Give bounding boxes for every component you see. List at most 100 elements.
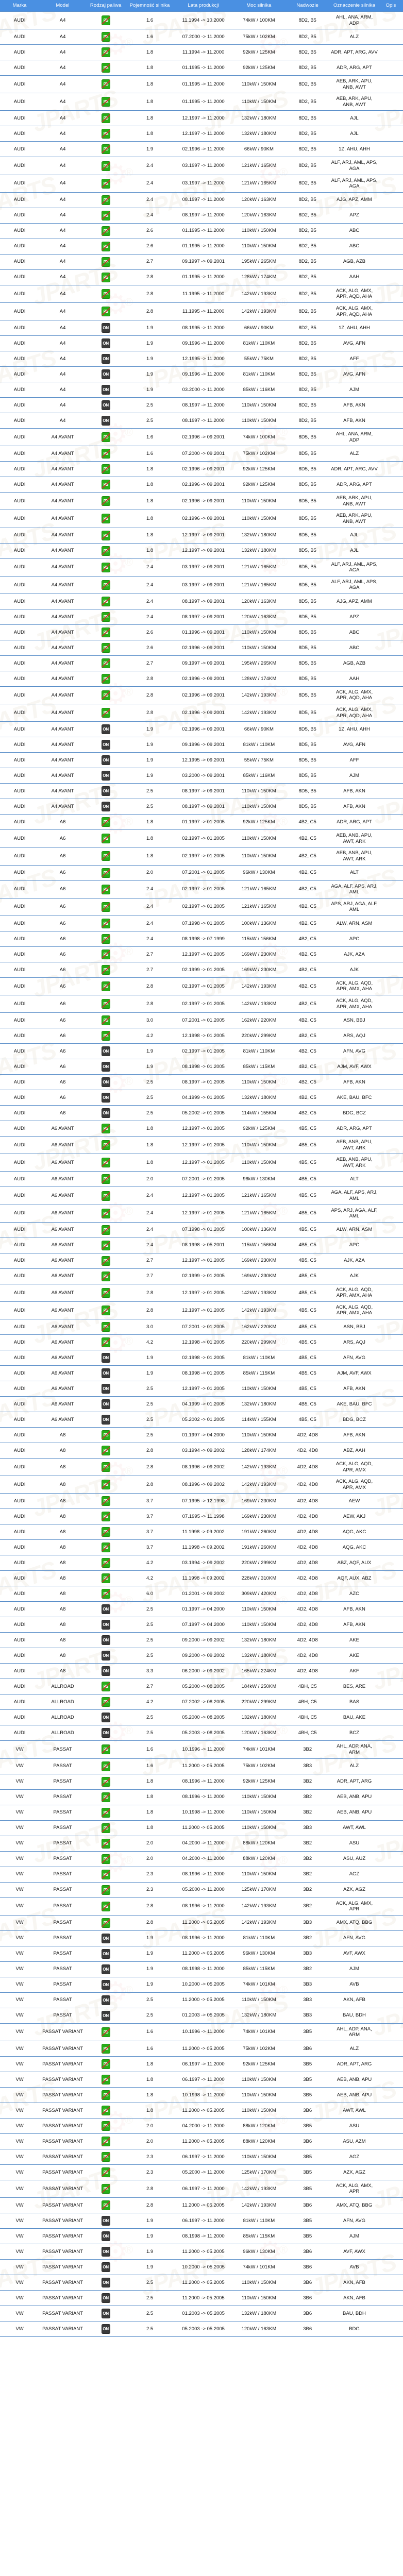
cell-pojemnosc: 2.7	[125, 946, 174, 962]
cell-lata-produkcji: 07.2000 -> 09.2001	[174, 446, 233, 462]
cell-lata-produkcji: 12.1997 -> 01.2005	[174, 1381, 233, 1397]
cell-moc-silnika: 169kW / 230KM	[232, 1493, 286, 1510]
cell-moc-silnika: 142kW / 193KM	[232, 1283, 286, 1302]
cell-marka: AUDI	[0, 994, 40, 1013]
cell-oznaczenie-silnika: AZC	[330, 1586, 379, 1602]
cell-moc-silnika: 142kW / 193KM	[232, 2179, 286, 2198]
column-header-nadwozie[interactable]: Nadwozie	[285, 0, 330, 12]
cell-oznaczenie-silnika: ADR, ARG, APT	[330, 1121, 379, 1137]
petrol-no-diesel-icon: PB	[101, 1589, 110, 1599]
cell-pojemnosc: 2.5	[125, 2275, 174, 2291]
column-header-model[interactable]: Model	[39, 0, 86, 12]
cell-pojemnosc: 2.5	[125, 1427, 174, 1444]
petrol-no-diesel-icon: PB	[101, 1287, 110, 1298]
cell-model: ALLROAD	[39, 1709, 86, 1726]
cell-nadwozie: 4B5, C5	[285, 1319, 330, 1335]
cell-nadwozie: 4B5, C5	[285, 1283, 330, 1302]
cell-moc-silnika: 121kW / 165KM	[232, 897, 286, 916]
cell-oznaczenie-silnika: AJL	[330, 110, 379, 127]
cell-opis	[378, 1476, 403, 1494]
cell-rodzaj-paliwa: PB	[86, 44, 126, 61]
cell-oznaczenie-silnika: ARS, AQJ	[330, 1334, 379, 1351]
cell-lata-produkcji: 05.2002 -> 01.2005	[174, 1105, 233, 1122]
petrol-no-diesel-icon: PB	[101, 1480, 110, 1490]
cell-nadwozie: 3B2	[285, 1961, 330, 1977]
cell-opis	[378, 2164, 403, 2180]
cell-nadwozie: 3B3	[285, 1914, 330, 1931]
cell-rodzaj-paliwa: PB	[86, 2087, 126, 2103]
cell-lata-produkcji: 09.1996 -> 11.2000	[174, 335, 233, 352]
column-header-oznaczenie-silnika[interactable]: Oznaczenie silnika	[330, 0, 379, 12]
cell-rodzaj-paliwa: PB	[86, 1458, 126, 1477]
petrol-no-diesel-icon: PB	[101, 241, 110, 251]
diesel-on-icon: ON	[101, 1093, 110, 1103]
cell-pojemnosc: 2.7	[125, 1252, 174, 1269]
cell-model: PASSAT	[39, 1835, 86, 1852]
cell-marka: AUDI	[0, 284, 40, 303]
column-header-pojemnosc-silnika[interactable]: Pojemność silnika	[125, 0, 174, 12]
cell-model: PASSAT VARIANT	[39, 2306, 86, 2321]
column-header-rodzaj-paliwa[interactable]: Rodzaj paliwa	[86, 0, 126, 12]
cell-rodzaj-paliwa: ON	[86, 752, 126, 769]
cell-model: A6	[39, 1105, 86, 1122]
cell-moc-silnika: 121kW / 165KM	[232, 880, 286, 899]
cell-opis	[378, 446, 403, 462]
cell-pojemnosc: 1.9	[125, 752, 174, 769]
cell-marka: AUDI	[0, 351, 40, 367]
cell-opis	[378, 60, 403, 76]
cell-oznaczenie-silnika: APS, ARJ, AGA, ALF, AML	[330, 1204, 379, 1223]
cell-rodzaj-paliwa: PB	[86, 477, 126, 493]
cell-moc-silnika: 88kW / 120KM	[232, 2117, 286, 2134]
column-header-lata-produkcji[interactable]: Lata produkcji	[174, 0, 233, 12]
column-header-opis[interactable]: Opis	[378, 0, 403, 12]
cell-oznaczenie-silnika: ACK, ALG, AMX, APR	[330, 2179, 379, 2198]
diesel-on-icon: ON	[101, 2216, 110, 2226]
cell-marka: AUDI	[0, 1043, 40, 1060]
cell-oznaczenie-silnika: AFN, AVG	[330, 1930, 379, 1946]
column-header-marka[interactable]: Marka	[0, 0, 40, 12]
cell-oznaczenie-silnika: AAH	[330, 269, 379, 285]
cell-lata-produkcji: 08.1997 -> 11.2000	[174, 207, 233, 224]
cell-marka: AUDI	[0, 880, 40, 899]
cell-pojemnosc: 1.9	[125, 737, 174, 753]
cell-marka: AUDI	[0, 302, 40, 321]
cell-moc-silnika: 132kW / 180KM	[232, 527, 286, 544]
cell-pojemnosc: 1.9	[125, 1976, 174, 1993]
cell-lata-produkcji: 08.1998 -> 07.1999	[174, 930, 233, 947]
column-header-moc-silnika[interactable]: Moc silnika	[232, 0, 286, 12]
petrol-no-diesel-icon: PB	[101, 2121, 110, 2131]
cell-opis	[378, 543, 403, 559]
cell-model: A6	[39, 829, 86, 848]
cell-oznaczenie-silnika: AFB, AKN	[330, 799, 379, 815]
cell-rodzaj-paliwa: ON	[86, 2275, 126, 2291]
cell-rodzaj-paliwa: PB	[86, 1028, 126, 1044]
petrol-no-diesel-icon: PB	[101, 1305, 110, 1315]
petrol-no-diesel-icon: PB	[101, 2027, 110, 2037]
cell-marka: AUDI	[0, 1694, 40, 1710]
cell-marka: AUDI	[0, 1555, 40, 1571]
cell-pojemnosc: 1.6	[125, 446, 174, 462]
petrol-no-diesel-icon: PB	[101, 480, 110, 490]
cell-nadwozie: 8D5, B5	[285, 752, 330, 769]
cell-lata-produkcji: 01.1997 -> 04.2000	[174, 1601, 233, 1618]
petrol-no-diesel-icon: PB	[101, 1271, 110, 1281]
cell-rodzaj-paliwa: PB	[86, 1570, 126, 1587]
cell-oznaczenie-silnika: AFN, AVG	[330, 1043, 379, 1060]
cell-rodzaj-paliwa: PB	[86, 1882, 126, 1898]
cell-model: A4	[39, 141, 86, 158]
cell-moc-silnika: 74kW / 101KM	[232, 1976, 286, 1993]
cell-marka: AUDI	[0, 110, 40, 127]
cell-nadwozie: 3B2	[285, 1882, 330, 1898]
cell-marka: AUDI	[0, 335, 40, 352]
cell-nadwozie: 8D2, B5	[285, 29, 330, 45]
cell-nadwozie: 4B5, C5	[285, 1268, 330, 1284]
cell-marka: AUDI	[0, 655, 40, 671]
cell-lata-produkcji: 02.1996 -> 09.2001	[174, 670, 233, 687]
cell-oznaczenie-silnika: ALT	[330, 865, 379, 881]
table-row: AUDIALLROADPB4.207.2002 -> 08.2005220kW …	[0, 1694, 403, 1710]
cell-moc-silnika: 110kW / 150KM	[232, 639, 286, 656]
